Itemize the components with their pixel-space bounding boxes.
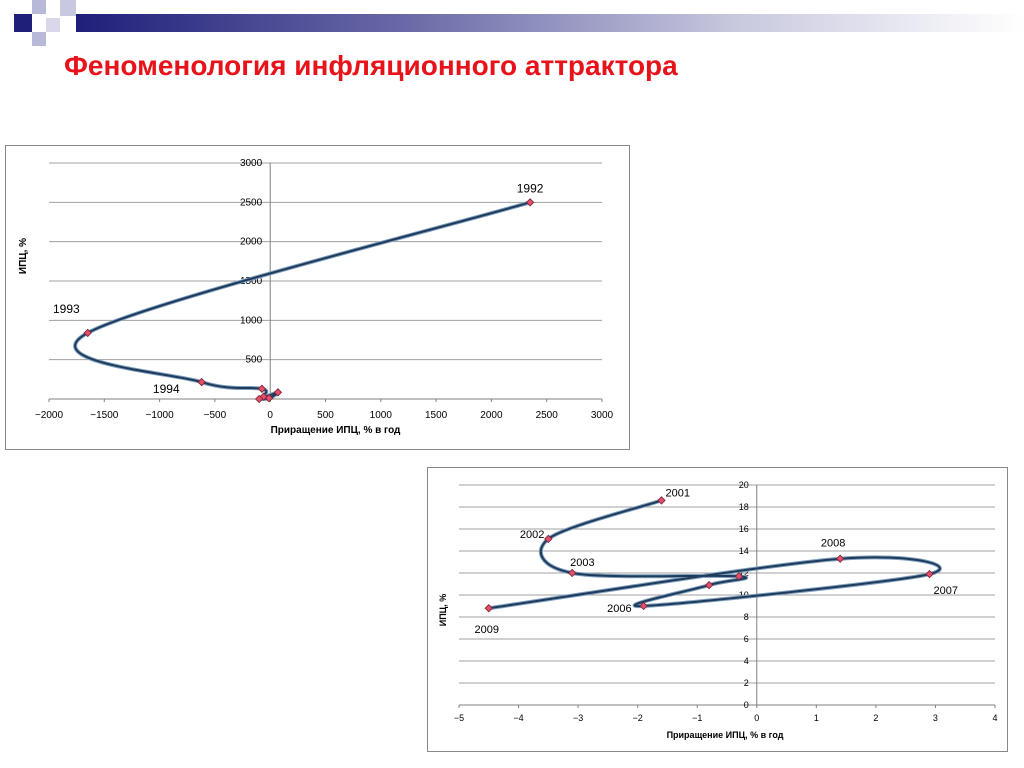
series-line-halo <box>73 200 531 401</box>
chart-1-frame: 500 1000 1500 2000 2500 3000 −2000 −1500 −1000 −5… <box>5 145 630 450</box>
x-tick-label: 1500 <box>425 410 448 421</box>
y-tick-label: 14 <box>739 546 749 556</box>
x-tick-label: 2 <box>873 713 878 723</box>
data-point <box>925 569 934 579</box>
data-point <box>264 394 274 403</box>
y-axis-title: ИПЦ, % <box>18 238 29 274</box>
data-label: 2002 <box>520 529 544 541</box>
series-line <box>74 201 531 400</box>
data-point <box>639 601 648 611</box>
y-tick-label: 12 <box>739 568 749 578</box>
y-tick-label: 500 <box>246 355 263 366</box>
x-tick-label: 0 <box>267 410 273 421</box>
y-tick-label: 20 <box>739 480 749 490</box>
decor-square-navy <box>14 14 32 32</box>
x-tick-label: −1500 <box>90 410 119 421</box>
data-label: 2009 <box>475 624 499 636</box>
x-tick-label: −1 <box>692 713 702 723</box>
page-title: Феноменология инфляционного аттрактора <box>64 50 678 81</box>
decor-square-light <box>32 0 46 14</box>
y-tick-label: 1500 <box>240 276 263 287</box>
y-tick-label: 8 <box>744 612 749 622</box>
x-tick-label: 3000 <box>591 410 614 421</box>
y-tick-label: 0 <box>744 700 749 710</box>
x-axis-title: Приращение ИПЦ, % в год <box>271 425 401 436</box>
data-point <box>835 554 845 563</box>
x-tick-label: 2000 <box>480 410 503 421</box>
y-tick-label: 16 <box>739 524 749 534</box>
y-tick-label: 2000 <box>240 237 263 248</box>
data-point <box>525 198 535 207</box>
data-label: 2001 <box>665 487 689 499</box>
data-point <box>83 328 92 338</box>
x-tick-label: −4 <box>513 713 523 723</box>
y-tick-label: 2 <box>744 678 749 688</box>
x-tick-label: −3 <box>573 713 583 723</box>
x-axis-title: Приращение ИПЦ, % в год <box>667 730 784 740</box>
data-point <box>567 568 577 578</box>
x-tick-label: 2500 <box>536 410 559 421</box>
data-label: 2003 <box>570 557 594 569</box>
data-point <box>254 394 264 404</box>
data-point <box>704 580 714 590</box>
data-point <box>257 384 267 393</box>
data-label: 1993 <box>53 302 80 316</box>
data-label: 1992 <box>517 181 544 195</box>
header-band <box>76 14 1024 32</box>
y-tick-label: 1000 <box>240 315 263 326</box>
x-tick-label: 0 <box>754 713 759 723</box>
data-label: 2007 <box>933 585 957 597</box>
x-tick-label: −2 <box>633 713 643 723</box>
x-tick-label: 500 <box>317 410 334 421</box>
chart-1: 500 1000 1500 2000 2500 3000 −2000 −1500 −1000 −5… <box>18 158 614 436</box>
data-point <box>734 572 744 581</box>
data-point <box>273 388 283 397</box>
data-label: 2008 <box>821 538 845 550</box>
data-label: 2006 <box>607 603 631 615</box>
data-point <box>657 496 666 505</box>
chart-2-frame: 0 2 4 6 8 10 12 14 16 18 20 −5 −4 −3 −2 −1 0 1 2 3 4 Приращен… <box>427 467 1008 752</box>
x-tick-label: −500 <box>204 410 227 421</box>
y-tick-label: 2500 <box>240 197 263 208</box>
y-tick-label: 18 <box>739 502 749 512</box>
decor-square-light <box>46 18 60 32</box>
series-line-halo <box>488 498 942 611</box>
x-tick-label: −2000 <box>35 410 64 421</box>
x-tick-label: −1000 <box>146 410 175 421</box>
y-tick-label: 4 <box>744 656 749 666</box>
x-tick-label: 1 <box>814 713 819 723</box>
decor-square-light <box>60 0 76 16</box>
data-point <box>484 604 493 613</box>
y-axis-title: ИПЦ, % <box>438 594 448 627</box>
x-tick-label: −5 <box>454 713 464 723</box>
x-tick-label: 4 <box>992 713 997 723</box>
x-tick-label: 1000 <box>370 410 393 421</box>
decor-square-light <box>32 32 46 46</box>
y-tick-label: 6 <box>744 634 749 644</box>
x-tick-label: 3 <box>933 713 938 723</box>
data-point <box>197 377 206 387</box>
data-label: 1994 <box>153 382 180 396</box>
data-point <box>544 534 553 544</box>
y-tick-label: 3000 <box>240 158 263 169</box>
series-line <box>488 499 941 610</box>
